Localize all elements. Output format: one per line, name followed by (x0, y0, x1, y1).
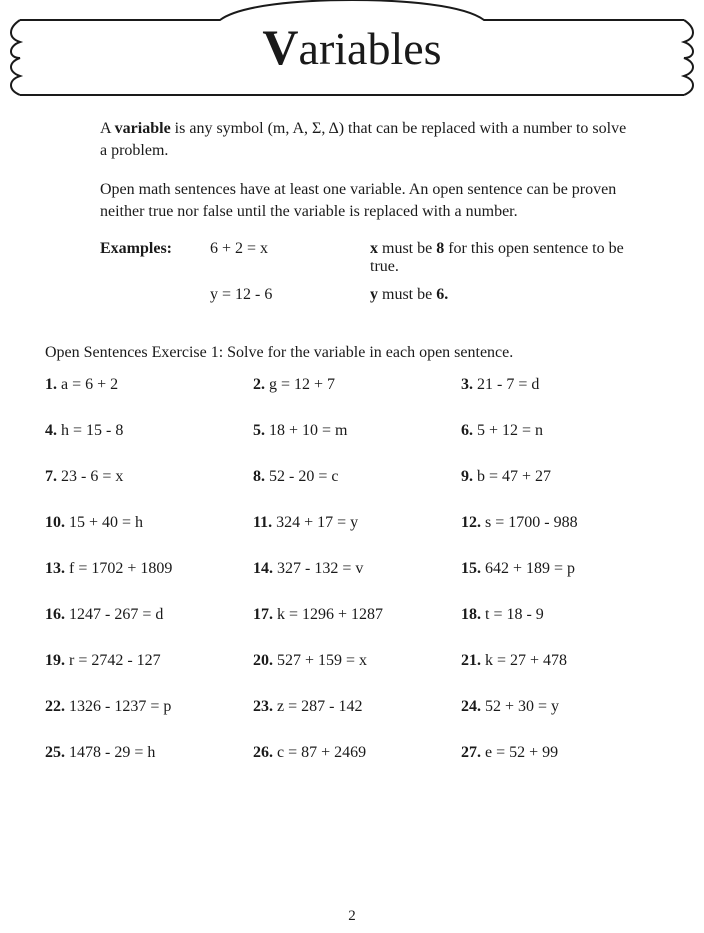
problem-number: 25. (45, 744, 65, 761)
problem-number: 22. (45, 698, 65, 715)
problem-text: b = 47 + 27 (473, 468, 551, 485)
problem-cell: 19. r = 2742 - 127 (45, 652, 243, 670)
problem-cell: 20. 527 + 159 = x (253, 652, 451, 670)
problem-cell: 24. 52 + 30 = y (461, 698, 659, 716)
problem-text: 1247 - 267 = d (65, 606, 163, 623)
problem-text: 15 + 40 = h (65, 514, 143, 531)
problem-text: k = 1296 + 1287 (273, 606, 383, 623)
problem-cell: 15. 642 + 189 = p (461, 560, 659, 578)
problem-number: 24. (461, 698, 481, 715)
problem-cell: 26. c = 87 + 2469 (253, 744, 451, 762)
problem-text: 23 - 6 = x (57, 468, 123, 485)
problem-number: 8. (253, 468, 265, 485)
problem-text: 1326 - 1237 = p (65, 698, 171, 715)
problem-text: 327 - 132 = v (273, 560, 363, 577)
problem-text: 52 + 30 = y (481, 698, 559, 715)
problem-number: 21. (461, 652, 481, 669)
problem-number: 6. (461, 422, 473, 439)
problem-cell: 10. 15 + 40 = h (45, 514, 243, 532)
problem-text: 1478 - 29 = h (65, 744, 155, 761)
problem-cell: 4. h = 15 - 8 (45, 422, 243, 440)
problem-cell: 17. k = 1296 + 1287 (253, 606, 451, 624)
example-1-explain: x must be 8 for this open sentence to be… (370, 240, 634, 276)
problem-cell: 9. b = 47 + 27 (461, 468, 659, 486)
worksheet-page: Variables A variable is any symbol (m, A… (0, 0, 704, 933)
problem-number: 16. (45, 606, 65, 623)
example-2-equation: y = 12 - 6 (210, 286, 370, 304)
problem-text: 527 + 159 = x (273, 652, 367, 669)
problem-cell: 12. s = 1700 - 988 (461, 514, 659, 532)
problem-text: 642 + 189 = p (481, 560, 575, 577)
problem-number: 11. (253, 514, 272, 531)
problem-number: 4. (45, 422, 57, 439)
problem-text: z = 287 - 142 (273, 698, 362, 715)
title-rest: ariables (299, 23, 442, 74)
problem-text: 5 + 12 = n (473, 422, 543, 439)
problem-number: 26. (253, 744, 273, 761)
problem-cell: 7. 23 - 6 = x (45, 468, 243, 486)
problem-cell: 21. k = 27 + 478 (461, 652, 659, 670)
problem-cell: 18. t = 18 - 9 (461, 606, 659, 624)
problem-cell: 25. 1478 - 29 = h (45, 744, 243, 762)
problem-number: 23. (253, 698, 273, 715)
problem-text: 324 + 17 = y (272, 514, 358, 531)
intro-column: A variable is any symbol (m, A, Σ, Δ) th… (100, 118, 634, 304)
example-2-explain: y must be 6. (370, 286, 634, 304)
problem-number: 27. (461, 744, 481, 761)
problem-cell: 1. a = 6 + 2 (45, 376, 243, 394)
problem-text: a = 6 + 2 (57, 376, 118, 393)
problem-text: t = 18 - 9 (481, 606, 544, 623)
problem-text: g = 12 + 7 (265, 376, 335, 393)
problem-cell: 8. 52 - 20 = c (253, 468, 451, 486)
problem-cell: 14. 327 - 132 = v (253, 560, 451, 578)
problem-cell: 3. 21 - 7 = d (461, 376, 659, 394)
problem-cell: 16. 1247 - 267 = d (45, 606, 243, 624)
example-row-1: Examples: 6 + 2 = x x must be 8 for this… (100, 240, 634, 276)
problems-grid: 1. a = 6 + 2 2. g = 12 + 7 3. 21 - 7 = d 4.… (45, 376, 659, 762)
problem-text: k = 27 + 478 (481, 652, 567, 669)
example-1-equation: 6 + 2 = x (210, 240, 370, 258)
problem-number: 9. (461, 468, 473, 485)
problem-number: 18. (461, 606, 481, 623)
page-title: Variables (0, 22, 704, 72)
example-row-2: y = 12 - 6 y must be 6. (100, 286, 634, 304)
problem-number: 10. (45, 514, 65, 531)
problem-number: 12. (461, 514, 481, 531)
problem-cell: 27. e = 52 + 99 (461, 744, 659, 762)
title-first-letter: V (262, 19, 298, 75)
problem-cell: 6. 5 + 12 = n (461, 422, 659, 440)
problem-text: f = 1702 + 1809 (65, 560, 172, 577)
problem-text: 52 - 20 = c (265, 468, 338, 485)
problem-number: 20. (253, 652, 273, 669)
problem-number: 7. (45, 468, 57, 485)
problem-text: 21 - 7 = d (473, 376, 539, 393)
problem-text: 18 + 10 = m (265, 422, 348, 439)
title-banner: Variables (0, 0, 704, 110)
problem-number: 3. (461, 376, 473, 393)
intro-paragraph-1: A variable is any symbol (m, A, Σ, Δ) th… (100, 118, 634, 161)
problem-number: 1. (45, 376, 57, 393)
problem-text: h = 15 - 8 (57, 422, 123, 439)
problem-cell: 11. 324 + 17 = y (253, 514, 451, 532)
problem-number: 17. (253, 606, 273, 623)
page-number: 2 (0, 908, 704, 925)
problem-number: 14. (253, 560, 273, 577)
problem-cell: 23. z = 287 - 142 (253, 698, 451, 716)
problem-number: 5. (253, 422, 265, 439)
problem-cell: 13. f = 1702 + 1809 (45, 560, 243, 578)
problem-number: 13. (45, 560, 65, 577)
intro-paragraph-2: Open math sentences have at least one va… (100, 179, 634, 222)
problem-cell: 2. g = 12 + 7 (253, 376, 451, 394)
problem-text: s = 1700 - 988 (481, 514, 578, 531)
problem-cell: 5. 18 + 10 = m (253, 422, 451, 440)
problem-number: 19. (45, 652, 65, 669)
problem-text: e = 52 + 99 (481, 744, 558, 761)
exercise-instruction: Open Sentences Exercise 1: Solve for the… (45, 344, 659, 362)
problem-text: c = 87 + 2469 (273, 744, 366, 761)
problem-text: r = 2742 - 127 (65, 652, 161, 669)
problem-number: 15. (461, 560, 481, 577)
problem-cell: 22. 1326 - 1237 = p (45, 698, 243, 716)
problem-number: 2. (253, 376, 265, 393)
examples-label: Examples: (100, 240, 210, 258)
